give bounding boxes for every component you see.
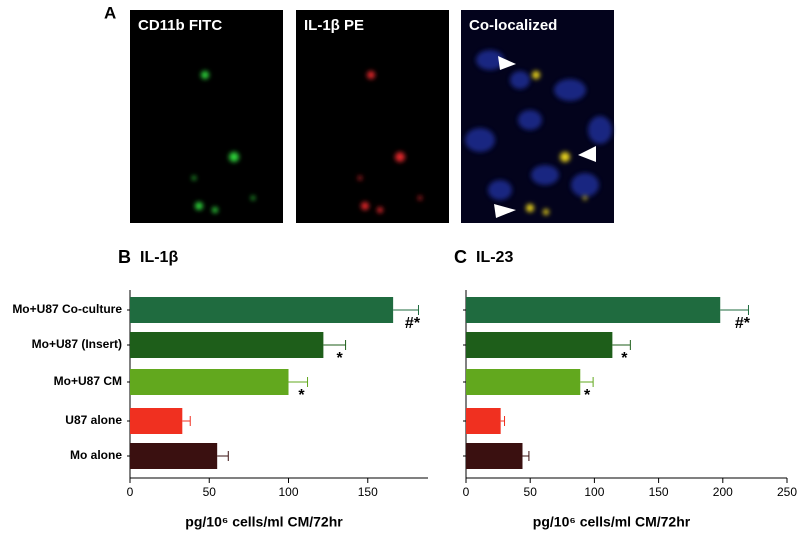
bar xyxy=(466,297,721,323)
chart-title: IL-23 xyxy=(476,249,513,266)
bar xyxy=(466,369,581,395)
bar xyxy=(466,332,613,358)
panel-label: B xyxy=(118,247,131,267)
annotation: * xyxy=(621,350,628,367)
error-bar xyxy=(612,340,631,350)
error-bar xyxy=(288,377,309,387)
x-tick-label: 0 xyxy=(463,485,470,499)
micrograph xyxy=(461,10,614,223)
error-bar xyxy=(522,451,530,461)
x-tick-label: 50 xyxy=(203,485,217,499)
annotation: #* xyxy=(735,315,751,332)
bar xyxy=(130,332,324,358)
x-axis-label: pg/10⁶ cells/ml CM/72hr xyxy=(185,514,343,530)
image-label: IL-1β PE xyxy=(304,17,364,34)
x-tick-label: 100 xyxy=(278,485,298,499)
annotation: * xyxy=(336,350,343,367)
x-tick-label: 250 xyxy=(777,485,797,499)
y-tick-label: Mo+U87 (Insert) xyxy=(32,337,122,351)
annotation: * xyxy=(584,387,591,404)
x-tick-label: 50 xyxy=(524,485,538,499)
micrograph xyxy=(130,10,283,223)
image-label: Co-localized xyxy=(469,17,557,34)
annotation: #* xyxy=(405,315,421,332)
y-tick-label: Mo+U87 CM xyxy=(54,374,122,388)
chart-title: IL-1β xyxy=(140,249,178,266)
x-tick-label: 200 xyxy=(713,485,733,499)
micrograph xyxy=(296,10,449,223)
y-tick-label: U87 alone xyxy=(65,413,122,427)
annotation: * xyxy=(298,387,305,404)
bar xyxy=(466,443,523,469)
bar xyxy=(130,408,183,434)
error-bar xyxy=(217,451,229,461)
y-tick-label: Mo+U87 Co-culture xyxy=(12,302,122,316)
error-bar xyxy=(182,416,191,426)
x-tick-label: 150 xyxy=(358,485,378,499)
x-tick-label: 150 xyxy=(649,485,669,499)
x-tick-label: 100 xyxy=(584,485,604,499)
panel-label: A xyxy=(104,3,116,22)
error-bar xyxy=(500,416,506,426)
x-axis-label: pg/10⁶ cells/ml CM/72hr xyxy=(533,514,691,530)
error-bar xyxy=(393,305,419,315)
bar xyxy=(130,443,218,469)
error-bar xyxy=(720,305,749,315)
error-bar xyxy=(323,340,347,350)
x-tick-label: 0 xyxy=(127,485,134,499)
bar xyxy=(130,369,289,395)
y-tick-label: Mo alone xyxy=(70,448,122,462)
bar xyxy=(130,297,394,323)
bar xyxy=(466,408,501,434)
error-bar xyxy=(580,377,594,387)
image-label: CD11b FITC xyxy=(138,17,222,34)
panel-label: C xyxy=(454,247,467,267)
